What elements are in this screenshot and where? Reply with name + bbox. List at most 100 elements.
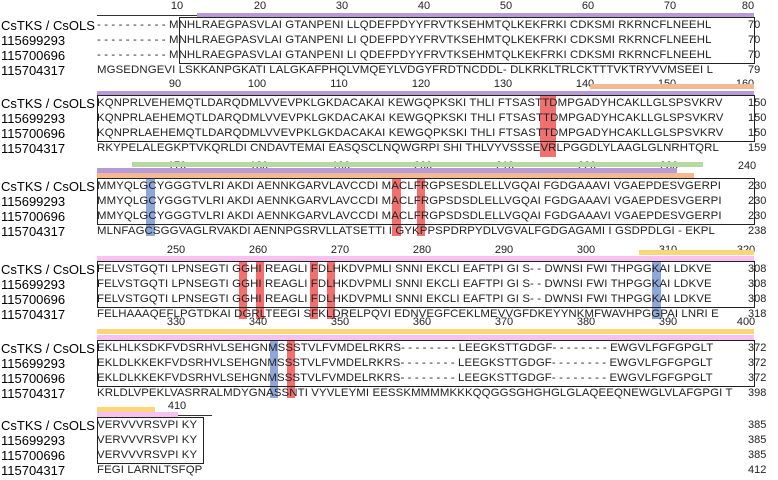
sequence-name: 115704317 [1, 63, 66, 78]
residue-count: 308 [748, 263, 767, 275]
residue-count: 150 [748, 127, 767, 139]
purple-structure-bar [97, 168, 677, 173]
tick-label: 380 [576, 316, 596, 328]
sequence-name: CsTKS / CsOLS [1, 179, 95, 194]
tick-label: 390 [658, 316, 678, 328]
sequence-residues: MLNFAGCSGGVAGLRVAKDI AENNPGSRVLLATSETTI … [97, 225, 715, 237]
residue-count: 308 [748, 278, 767, 290]
tick-label: 10 [170, 0, 184, 12]
sequence-row: 115699293 VERVVVRSVPI KY 385 [0, 433, 778, 448]
yellow-structure-bar [639, 250, 754, 255]
tick-label: 330 [166, 316, 186, 328]
orange-structure-bar [590, 84, 754, 89]
residue-count: 318 [748, 308, 767, 320]
sequence-residues: FELVSTGQTI LPNSEGTI GGHI REAGLI FDLHKDVP… [97, 293, 712, 305]
residue-count: 230 [748, 180, 767, 192]
catalytic-residue-highlight [256, 261, 264, 319]
residue-count: 150 [748, 112, 767, 124]
sequence-name: 115704317 [1, 141, 66, 156]
sequence-row: CsTKS / CsOLS MMYQLGCYGGGTVLRI AKDI AENN… [0, 179, 778, 194]
sequence-residues: - - - - - - - - - - MNHLRAEGPASVLAI GTAN… [97, 19, 712, 31]
alignment-block-2: 90 100 110 120 130 140 150 160 CsTKS / C… [0, 78, 778, 158]
sequence-residues: KQNPRLAEHEMQTLDARQDMLVVEVPKLGKDACAKAI KE… [97, 127, 724, 139]
sequence-name: CsTKS / CsOLS [1, 96, 95, 111]
alignment-block-5: 330 340 350 360 370 380 390 400 CsTKS / … [0, 316, 778, 401]
residue-count: 372 [748, 342, 767, 354]
sequence-residues: EKLDLKKEKFVDSRHVLSEHGNMSSSTVLFVMDELRKRS-… [97, 357, 713, 369]
tick-label: 100 [247, 78, 267, 90]
tick-label: 70 [663, 0, 677, 12]
sequence-residues: MMYQLGCYGGGTVLRI AKDI AENNKGARVLAVCCDI M… [97, 210, 722, 222]
sequence-row: 115704317 FELHAAAQEFLPGTDKAI DGRLTEEGI S… [0, 307, 778, 322]
residue-count: 412 [748, 464, 767, 476]
sequence-row: CsTKS / CsOLS - - - - - - - - - - MNHLRA… [0, 18, 778, 33]
sequence-row: 115704317 FEGI LARNLTSFQP 412 [0, 463, 778, 478]
conserved-region-box [97, 95, 755, 142]
tick-label: 410 [167, 400, 187, 412]
tick-label: 90 [168, 78, 182, 90]
sequence-row: 115700696 FELVSTGQTI LPNSEGTI GGHI REAGL… [0, 292, 778, 307]
sequence-row: 115704317 RKYPELALEGKPTVKQRLDI CNDAVTEMA… [0, 141, 778, 156]
sequence-row: 115704317 MLNFAGCSGGVAGLRVAKDI AENNPGSRV… [0, 224, 778, 239]
sequence-residues: VERVVVRSVPI KY [97, 419, 198, 431]
residue-count: 385 [748, 419, 767, 431]
tick-label: 260 [248, 244, 268, 256]
purple-structure-bar [197, 13, 754, 18]
catalytic-residue-highlight [287, 340, 295, 398]
sequence-name: 115699293 [1, 111, 66, 126]
sequence-name: 115704317 [1, 307, 66, 322]
tick-label: 280 [412, 244, 432, 256]
sequence-residues: KRLDLVPEKLVASRRALMDYGNASSNTI VYVLEYMI EE… [97, 387, 733, 399]
catalytic-residue-highlight [327, 261, 335, 319]
sequence-row: 115704317 KRLDLVPEKLVASRRALMDYGNASSNTI V… [0, 386, 778, 401]
sequence-residues: MGSEDNGEVI LSKKANPGKATI LALGKAFPHQLVMQEY… [97, 64, 714, 76]
sequence-residues: VERVVVRSVPI KY [97, 449, 198, 461]
sequence-name: CsTKS / CsOLS [1, 341, 95, 356]
tick-label: 110 [330, 78, 348, 90]
sequence-residues: RKYPELALEGKPTVKQRLDI CNDAVTEMAI EASQSCLN… [97, 142, 719, 154]
tick-label: 40 [417, 0, 431, 12]
alignment-block-6: 410 CsTKS / CsOLS VERVVVRSVPI KY 385 115… [0, 400, 778, 480]
sequence-name: 115704317 [1, 463, 66, 478]
position-ruler: 330 340 350 360 370 380 390 400 [97, 316, 756, 336]
tick-label: 290 [494, 244, 514, 256]
sequence-residues: - - - - - - - - - - MNHLRAEGPASVLAI GTAN… [97, 34, 712, 46]
conserved-region-box [97, 178, 755, 225]
sequence-row: 115700696 VERVVVRSVPI KY 385 [0, 448, 778, 463]
green-structure-bar [132, 162, 703, 167]
sequence-name: 115700696 [1, 448, 66, 463]
residue-count: 398 [748, 387, 767, 399]
residue-count: 372 [748, 357, 767, 369]
sequence-row: 115699293 KQNPRLAEHEMQTLDARQDMLVVEVPKLGK… [0, 111, 778, 126]
sequence-residues: VERVVVRSVPI KY [97, 434, 198, 446]
catalytic-residue-highlight [392, 178, 401, 236]
tick-label: 130 [493, 78, 513, 90]
sequence-name: CsTKS / CsOLS [1, 418, 95, 433]
residue-count: 150 [748, 97, 767, 109]
catalytic-residue-highlight [239, 261, 247, 319]
sequence-name: 115700696 [1, 126, 66, 141]
tick-label: 120 [411, 78, 431, 90]
alignment-block-4: 250 260 270 280 290 300 310 320 CsTKS / … [0, 236, 778, 322]
sequence-row: 115700696 MMYQLGCYGGGTVLRI AKDI AENNKGAR… [0, 209, 778, 224]
tick-label: 300 [576, 244, 596, 256]
sequence-row: 115699293 MMYQLGCYGGGTVLRI AKDI AENNKGAR… [0, 194, 778, 209]
sequence-residues: FELVSTGQTI LPNSEGTI GGHI REAGLI FDLHKDVP… [97, 263, 712, 275]
tick-label: 50 [499, 0, 513, 12]
residue-count: 230 [748, 210, 767, 222]
conserved-region-box [97, 261, 755, 308]
sequence-row: 115699293 - - - - - - - - - - MNHLRAEGPA… [0, 33, 778, 48]
tick-label: 250 [166, 244, 186, 256]
sequence-name: 115700696 [1, 48, 66, 63]
active-site-highlight [146, 178, 155, 236]
sequence-residues: MMYQLGCYGGGTVLRI AKDI AENNKGARVLAVCCDI M… [97, 180, 721, 192]
tick-label: 400 [736, 316, 756, 328]
sequence-row: CsTKS / CsOLS KQNPRLVEHEMQTLDARQDMLVVEVP… [0, 96, 778, 111]
tick-label: 270 [330, 244, 350, 256]
sequence-row: 115704317 MGSEDNGEVI LSKKANPGKATI LALGKA… [0, 63, 778, 78]
residue-count: 230 [748, 195, 767, 207]
residue-count: 372 [748, 372, 767, 384]
tick-label: 240 [737, 160, 757, 172]
sequence-name: 115704317 [1, 224, 66, 239]
yellow-structure-bar [97, 407, 155, 412]
